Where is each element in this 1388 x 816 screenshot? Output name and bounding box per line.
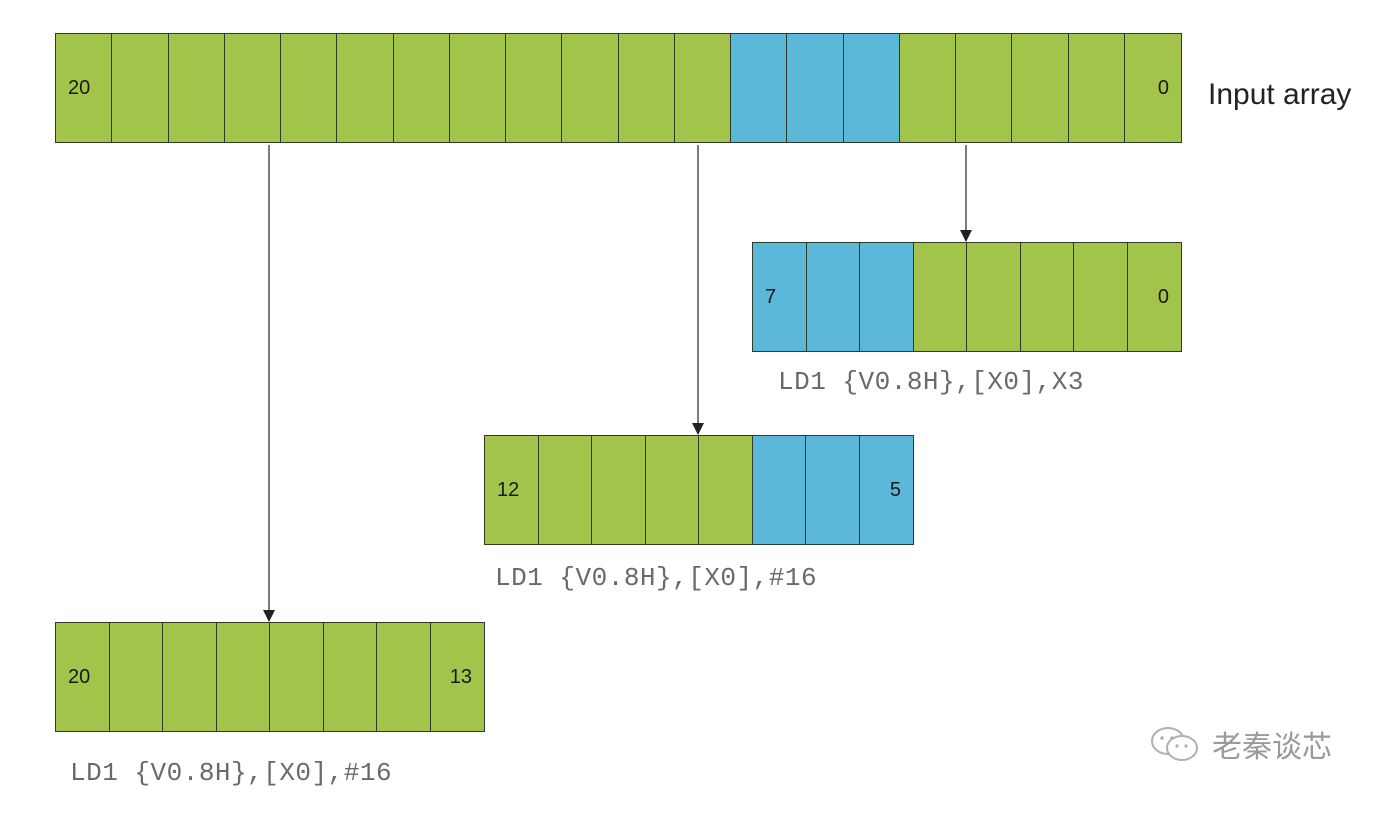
array-cell <box>377 623 431 731</box>
caption-ld1-16-low: LD1 {V0.8H},[X0],#16 <box>70 758 393 788</box>
array-cell <box>216 623 270 731</box>
array-cell <box>699 436 753 544</box>
array-cell <box>806 436 860 544</box>
array-cell <box>337 34 394 142</box>
array-cell <box>1020 243 1074 351</box>
array-cell <box>806 243 860 351</box>
watermark-text: 老秦谈芯 <box>1212 730 1332 765</box>
array-cell <box>1012 34 1069 142</box>
array-cell <box>860 243 914 351</box>
array-cell <box>967 243 1021 351</box>
array-cell: 20 <box>56 34 113 142</box>
array-cell <box>1074 243 1128 351</box>
array-cell <box>913 243 967 351</box>
vector-load-16-mid: 12 5 <box>484 435 914 545</box>
arrowhead-vector-x3 <box>960 230 972 242</box>
array-cell <box>506 34 563 142</box>
array-cell <box>1068 34 1125 142</box>
array-cell: 0 <box>1124 34 1181 142</box>
input-array: 20 0 <box>55 33 1182 143</box>
array-cell <box>674 34 731 142</box>
array-cell <box>270 623 324 731</box>
array-cell <box>618 34 675 142</box>
array-cell <box>787 34 844 142</box>
array-cell <box>562 34 619 142</box>
array-cell: 0 <box>1127 243 1181 351</box>
array-cell: 13 <box>430 623 484 731</box>
array-cell <box>731 34 788 142</box>
array-cell <box>163 623 217 731</box>
array-cell <box>752 436 806 544</box>
array-cell: 20 <box>56 623 110 731</box>
arrowhead-vector-16-mid <box>692 423 704 435</box>
array-cell <box>449 34 506 142</box>
array-cell <box>281 34 338 142</box>
array-cell: 12 <box>485 436 539 544</box>
array-cell <box>899 34 956 142</box>
array-cell <box>645 436 699 544</box>
array-cell <box>538 436 592 544</box>
watermark: 老秦谈芯 <box>1148 722 1332 766</box>
array-cell <box>592 436 646 544</box>
array-cell: 5 <box>859 436 913 544</box>
array-cell <box>393 34 450 142</box>
caption-ld1-16-mid: LD1 {V0.8H},[X0],#16 <box>495 563 818 593</box>
array-cell: 7 <box>753 243 807 351</box>
input-array-label: Input array <box>1208 78 1352 111</box>
caption-ld1-x3: LD1 {V0.8H},[X0],X3 <box>778 367 1084 397</box>
array-cell <box>323 623 377 731</box>
array-cell <box>224 34 281 142</box>
array-cell <box>956 34 1013 142</box>
array-cell <box>168 34 225 142</box>
array-cell <box>109 623 163 731</box>
array-cell <box>112 34 169 142</box>
array-cell <box>843 34 900 142</box>
vector-load-16-low: 20 13 <box>55 622 485 732</box>
arrowhead-vector-16-low <box>263 610 275 622</box>
wechat-icon <box>1151 727 1198 761</box>
